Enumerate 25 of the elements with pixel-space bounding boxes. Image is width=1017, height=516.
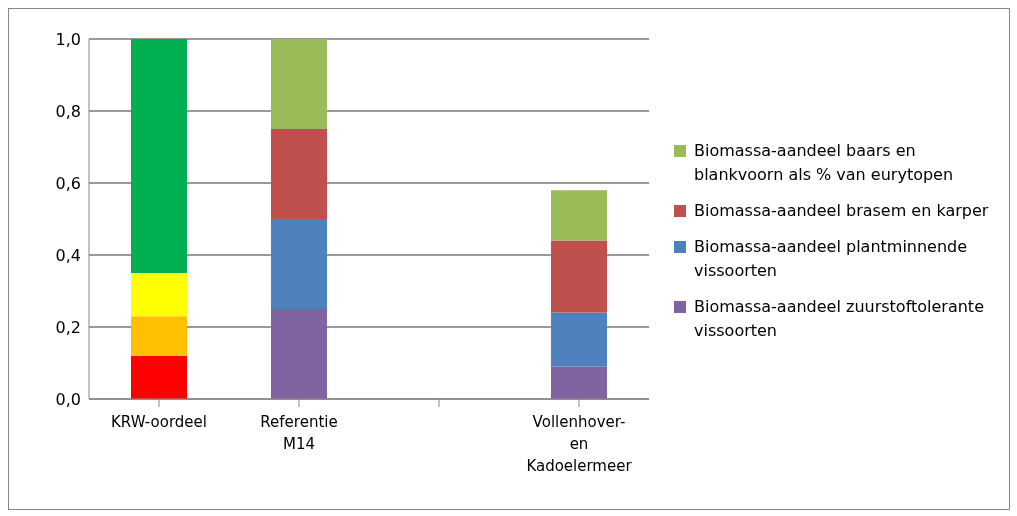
x-tick-label: Vollenhover- en Kadoelermeer	[526, 413, 633, 475]
bar	[131, 355, 187, 399]
legend-label: Biomassa-aandeel plantminnende vissoorten	[694, 236, 969, 282]
bar	[551, 366, 607, 399]
y-tick-label: 0,0	[55, 389, 81, 409]
bar	[271, 309, 327, 399]
bar	[131, 39, 187, 273]
legend-label: Biomassa-aandeel baars en blankvoorn als % van eurytopen	[694, 140, 955, 186]
legend-label: Biomassa-aandeel brasem en karper	[694, 200, 989, 222]
y-tick-label: 0,6	[55, 173, 81, 193]
y-tick-label: 0,8	[55, 101, 81, 121]
x-tick-label: KRW-oordeel	[111, 413, 207, 431]
bar	[271, 129, 327, 219]
legend-label: Biomassa-aandeel zuurstoftolerante vissoorten	[694, 296, 985, 342]
bar	[551, 190, 607, 241]
bar	[131, 273, 187, 317]
bar	[551, 312, 607, 367]
bar	[551, 240, 607, 313]
y-tick-label: 0,4	[55, 245, 81, 265]
x-tick-label: Referentie M14	[260, 413, 338, 453]
y-tick-label: 0,2	[55, 317, 81, 337]
bar	[131, 316, 187, 356]
bar	[271, 39, 327, 129]
y-tick-label: 1,0	[55, 29, 81, 49]
bar	[271, 219, 327, 309]
